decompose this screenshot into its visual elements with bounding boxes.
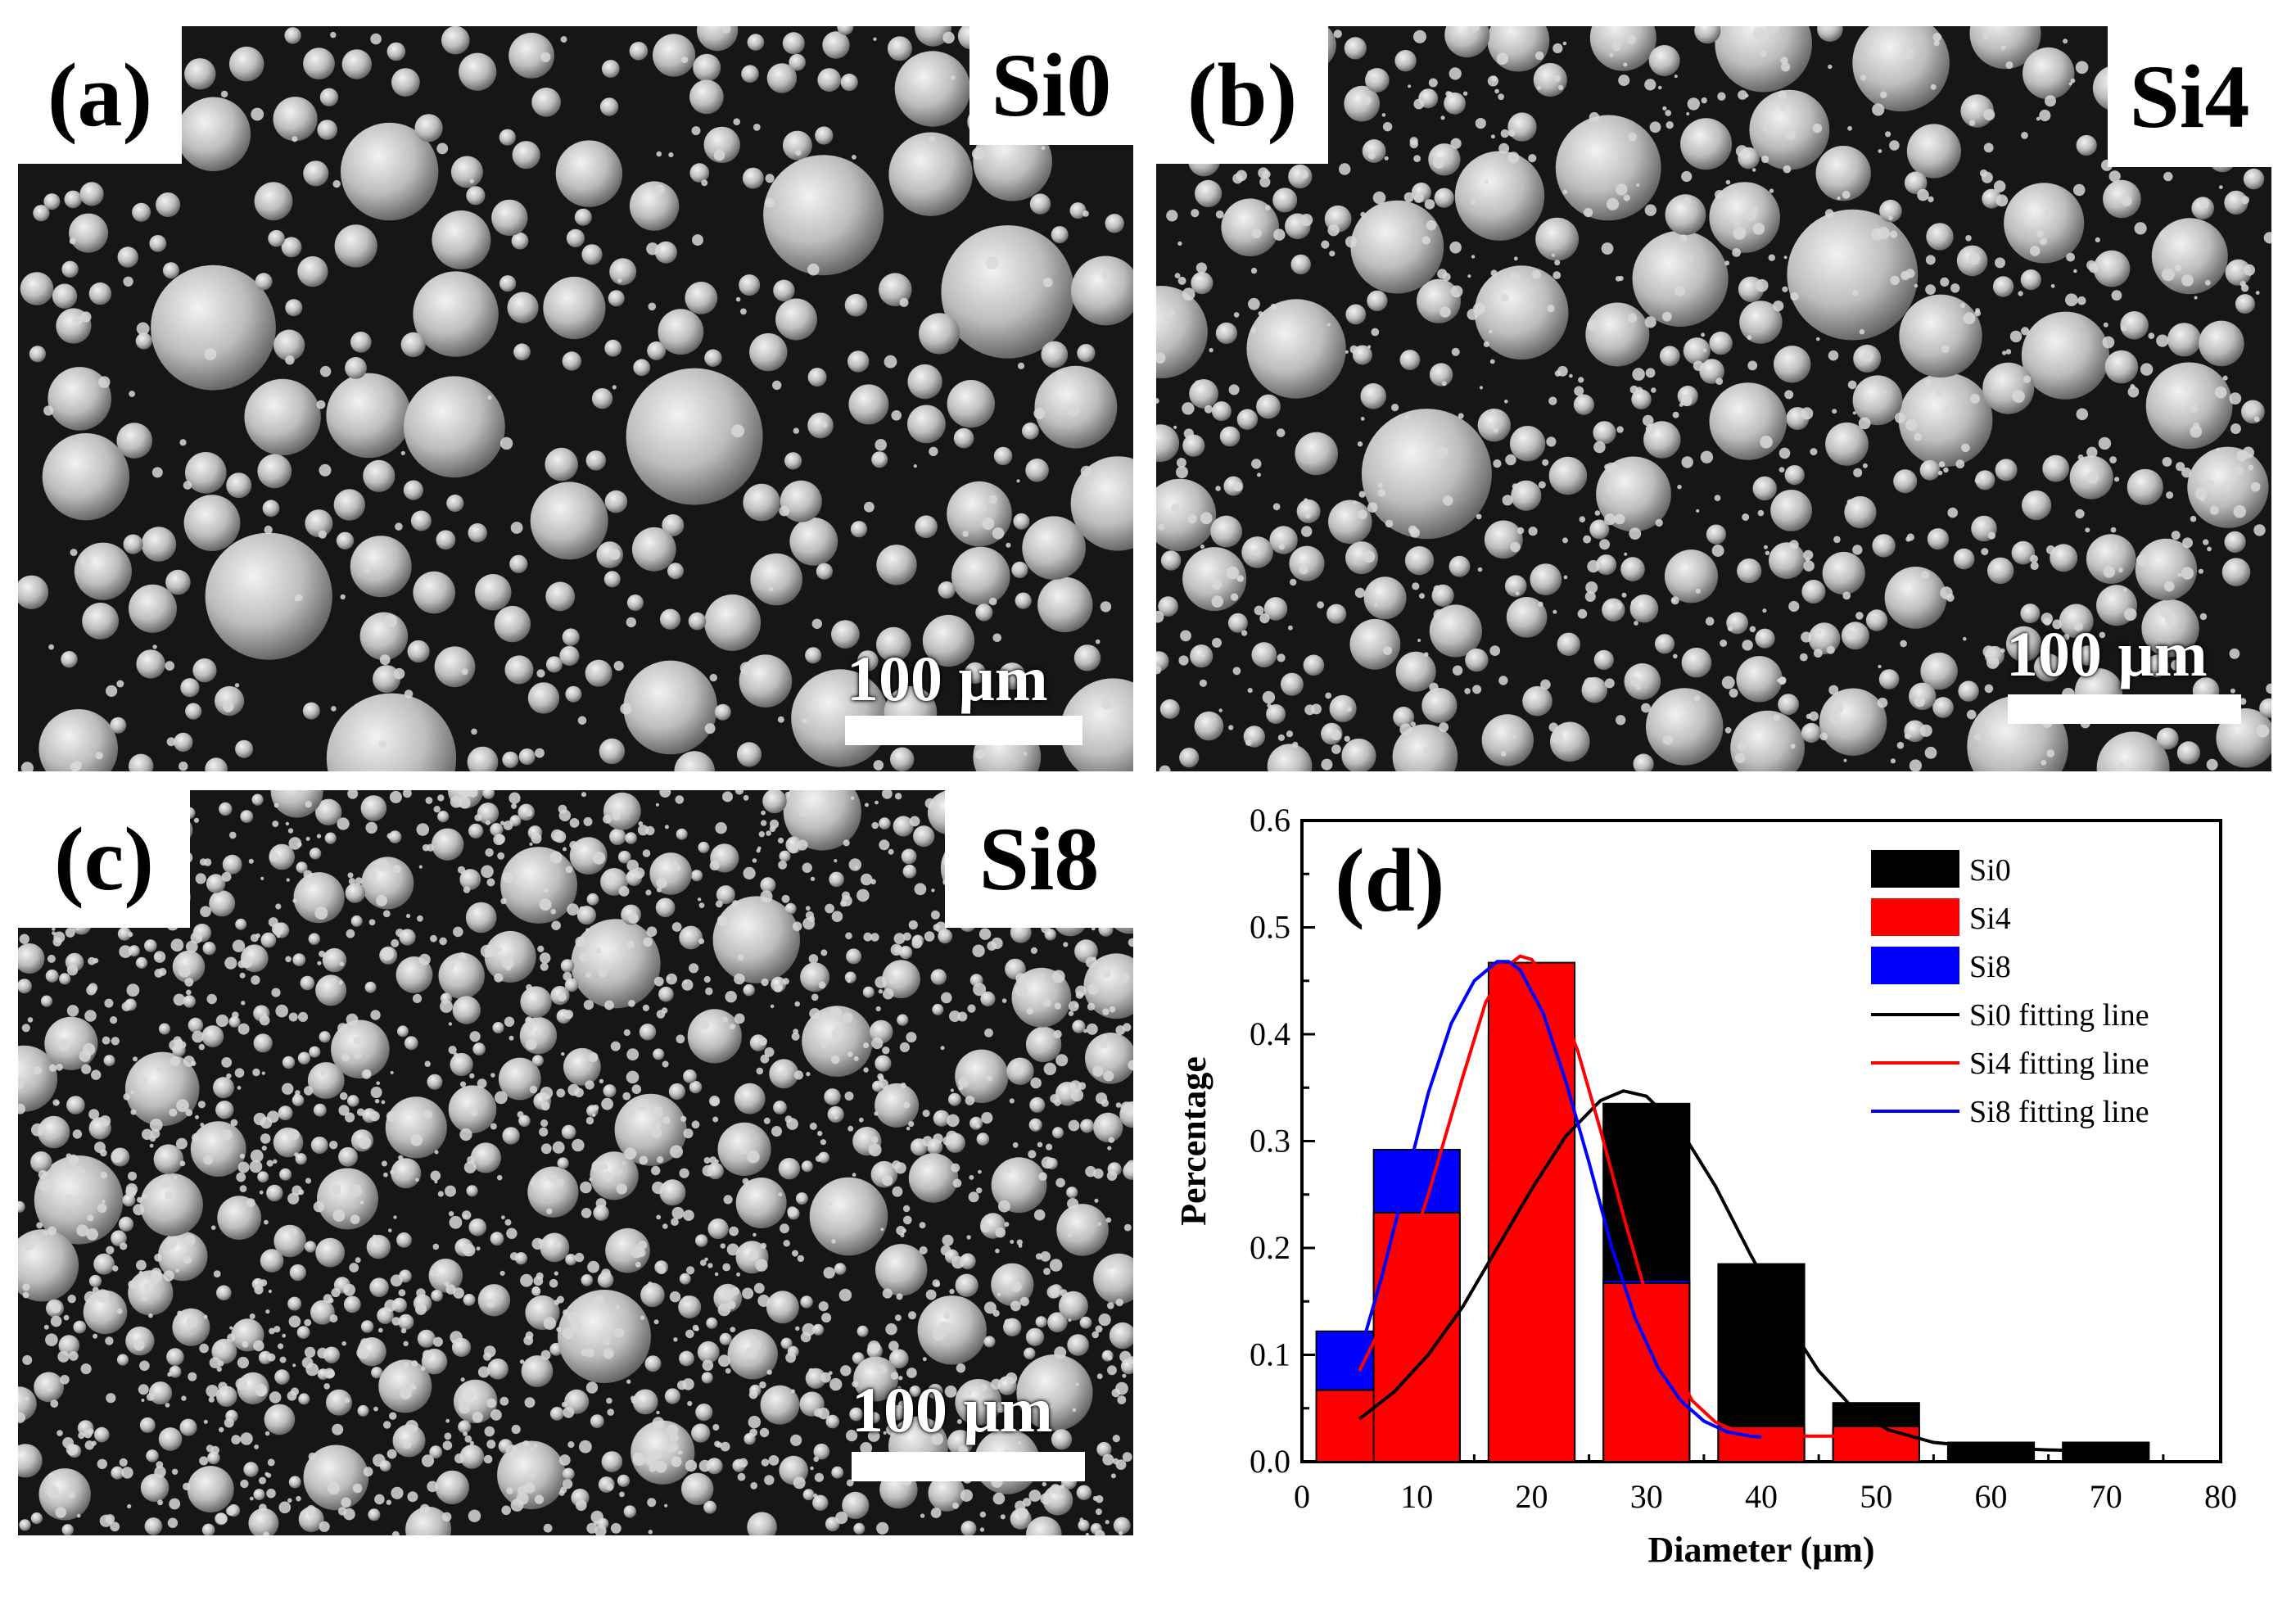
x-tick-label: 40 (1745, 1478, 1778, 1515)
y-tick-label: 0.2 (1250, 1229, 1290, 1266)
panel-label-a: (a) (18, 26, 182, 164)
legend-label: Si4 fitting line (1969, 1047, 2149, 1081)
legend-label: Si0 fitting line (1969, 998, 2149, 1033)
scale-bar-a (845, 716, 1082, 745)
si0-fitting-line (1358, 1089, 2129, 1453)
panel-label-d: (d) (1335, 830, 1444, 930)
legend-swatch (1871, 898, 1959, 936)
x-tick-label: 10 (1400, 1478, 1433, 1515)
x-tick-label: 20 (1516, 1478, 1548, 1515)
scale-text-b: 100 μm (2006, 618, 2208, 689)
scale-bar-b (2008, 694, 2241, 724)
x-tick-label: 30 (1630, 1478, 1663, 1515)
bar-si4 (1372, 1211, 1461, 1463)
x-tick-label: 50 (1860, 1478, 1892, 1515)
si8-fitting-line (1358, 960, 1762, 1439)
scale-text-c: 100 μm (852, 1374, 1053, 1445)
sem-image-b (1156, 26, 2271, 771)
y-axis-label: Percentage (1173, 1056, 1214, 1226)
sem-panel-b: (b) Si4 100 μm (1156, 26, 2271, 771)
y-tick-label: 0.1 (1250, 1336, 1290, 1373)
bar-si4 (1487, 961, 1576, 1463)
sample-label-b: Si4 (2108, 26, 2271, 167)
sem-image-c (18, 790, 1133, 1535)
sem-image-a (18, 26, 1133, 771)
sample-label-c: Si8 (945, 790, 1133, 928)
sem-panel-a: (a) Si0 100 μm (18, 26, 1133, 771)
legend-label: Si8 fitting line (1969, 1095, 2149, 1129)
scale-bar-c (852, 1452, 1085, 1481)
bar-si4 (1832, 1425, 1920, 1463)
y-tick-label: 0.4 (1250, 1015, 1290, 1052)
panel-label-b: (b) (1156, 26, 1328, 164)
x-tick-label: 60 (1975, 1478, 2008, 1515)
legend-label: Si0 (1969, 853, 2011, 888)
x-tick-label: 70 (2090, 1478, 2122, 1515)
x-axis-label: Diameter (μm) (1648, 1530, 1875, 1570)
sem-panel-c: (c) Si8 100 μm (18, 790, 1133, 1535)
legend-swatch (1871, 850, 1959, 888)
scale-text-a: 100 μm (847, 643, 1048, 714)
y-tick-label: 0.5 (1250, 909, 1290, 946)
x-tick-label: 0 (1294, 1478, 1310, 1515)
panel-label-c: (c) (18, 790, 190, 928)
particle-size-chart: 0 10 20 30 40 50 60 70 80 0.0 0.1 0.2 0.3 0.4 0.5 0.6 Di… (1173, 802, 2237, 1570)
legend-label: Si4 (1969, 902, 2011, 936)
y-tick-label: 0.3 (1250, 1123, 1290, 1160)
si4-fitting-line (1358, 954, 1900, 1438)
legend-swatch (1871, 947, 1959, 984)
y-tick-label: 0.0 (1250, 1443, 1290, 1480)
legend-label: Si8 (1969, 950, 2011, 984)
sample-label-a: Si0 (969, 26, 1133, 145)
x-tick-label: 80 (2204, 1478, 2237, 1515)
y-tick-label: 0.6 (1250, 802, 1290, 839)
